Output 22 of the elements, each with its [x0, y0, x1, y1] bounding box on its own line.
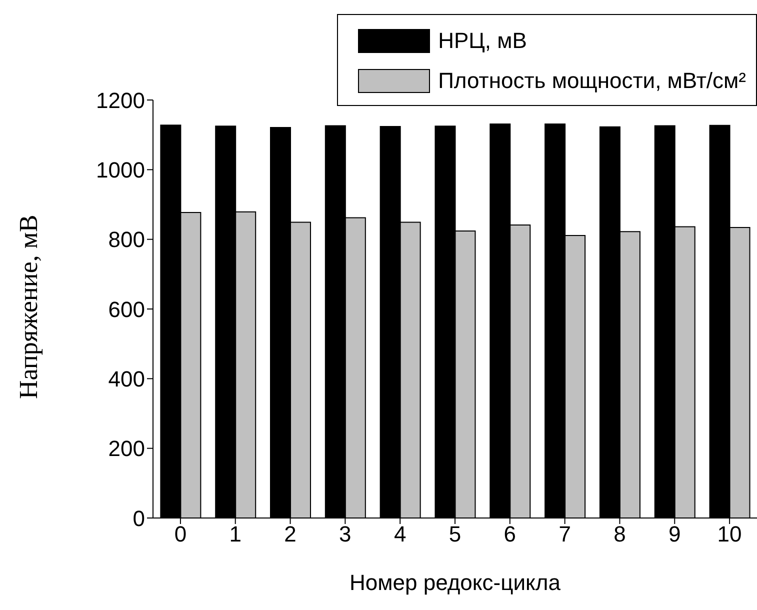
y-tick-label: 0 [132, 506, 145, 531]
y-axis-title: Напряжение, мВ [14, 214, 44, 399]
x-axis-title: Номер редокс-цикла [350, 570, 562, 595]
x-tick-label: 1 [229, 522, 242, 547]
legend-label: НРЦ, мВ [438, 28, 527, 54]
x-tick-label: 3 [339, 522, 352, 547]
x-tick-label: 2 [284, 522, 296, 547]
x-tick-label: 4 [394, 522, 406, 547]
x-tick-label: 5 [448, 522, 462, 547]
y-tick-label: 200 [108, 436, 145, 462]
x-tick-label: 8 [614, 522, 626, 547]
y-tick-label: 1000 [96, 157, 145, 182]
y-tick-label: 600 [108, 296, 145, 322]
x-tick-label: 10 [717, 522, 742, 547]
x-tick-label: 6 [504, 522, 516, 547]
x-tick-label: 9 [668, 522, 681, 547]
y-tick-label: 800 [108, 227, 145, 252]
x-tick-label: 0 [174, 522, 187, 547]
x-tick-label: 7 [558, 522, 571, 547]
y-tick-label: 1200 [96, 88, 145, 113]
legend-label: Плотность мощности, мВт/см² [438, 68, 746, 94]
y-tick-label: 400 [108, 366, 145, 392]
